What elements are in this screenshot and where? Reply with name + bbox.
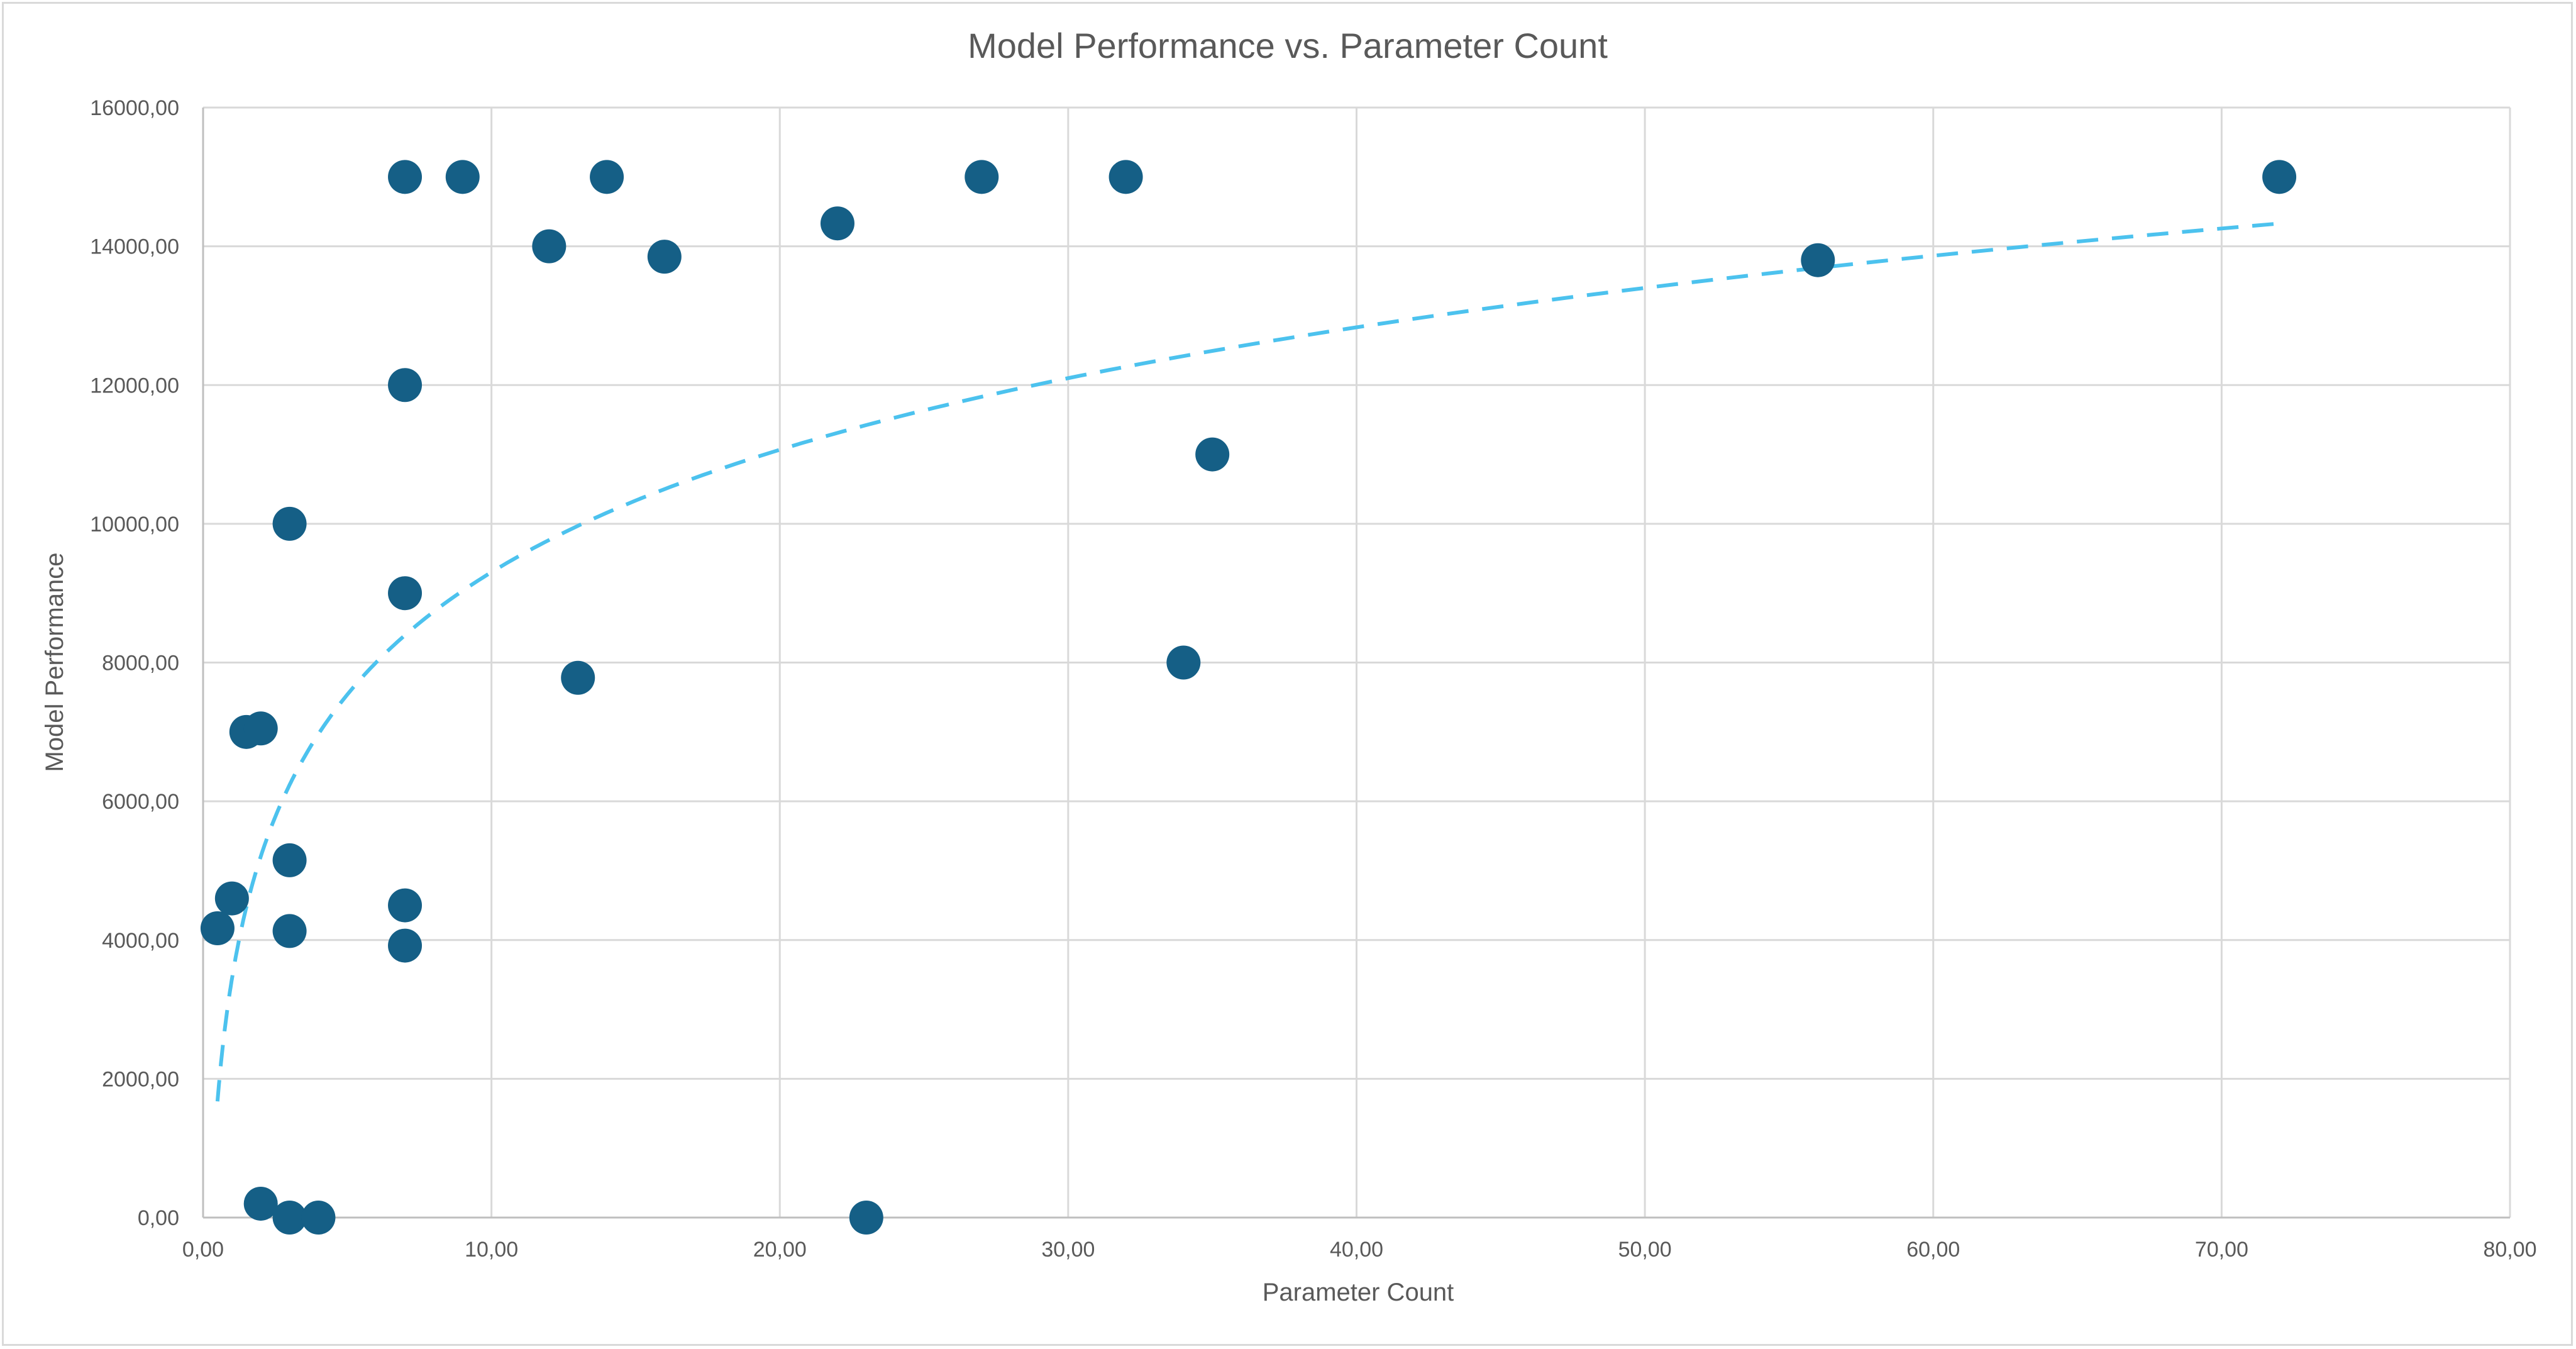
x-tick-label: 80,00 (2483, 1238, 2536, 1262)
data-point (1166, 645, 1201, 680)
trendline-layer (215, 221, 2280, 1102)
x-tick-label: 0,00 (182, 1238, 224, 1262)
data-point (532, 229, 567, 264)
data-point (2262, 160, 2297, 194)
data-point (301, 1201, 336, 1235)
y-tick-label: 4000,00 (102, 929, 179, 953)
y-axis-title: Model Performance (41, 552, 69, 772)
data-point (590, 160, 624, 194)
y-tick-label: 12000,00 (90, 374, 179, 397)
tick-labels: 0,00 10,00 20,00 30,00 40,00 50,00 60,00 70,00 8… (90, 96, 2536, 1262)
data-point (272, 506, 307, 541)
data-point (965, 160, 999, 194)
data-points (200, 160, 2297, 1235)
data-point (388, 160, 423, 194)
data-point (272, 914, 307, 948)
data-point (388, 928, 423, 963)
data-point (1108, 160, 1143, 194)
y-tick-label: 16000,00 (90, 96, 179, 120)
x-tick-label: 60,00 (1906, 1238, 1960, 1262)
data-point (820, 206, 854, 241)
data-point (561, 660, 595, 695)
y-tick-label: 0,00 (138, 1206, 179, 1230)
chart-title: Model Performance vs. Parameter Count (968, 26, 1608, 65)
x-tick-label: 70,00 (2195, 1238, 2248, 1262)
data-point (388, 888, 423, 923)
axes (202, 108, 2510, 1219)
y-tick-label: 6000,00 (102, 790, 179, 814)
data-point (272, 1201, 307, 1235)
data-point (243, 1186, 278, 1221)
data-point (388, 576, 423, 611)
y-tick-label: 2000,00 (102, 1067, 179, 1091)
data-point (849, 1201, 883, 1235)
data-point (647, 240, 682, 274)
data-point (1801, 243, 1835, 277)
data-point (272, 843, 307, 877)
data-point (200, 911, 235, 945)
x-tick-label: 50,00 (1618, 1238, 1672, 1262)
data-point (445, 160, 480, 194)
x-tick-label: 30,00 (1041, 1238, 1095, 1262)
x-tick-label: 40,00 (1330, 1238, 1383, 1262)
data-point (1195, 437, 1230, 472)
data-point (243, 711, 278, 746)
y-tick-label: 8000,00 (102, 652, 179, 675)
x-axis-title: Parameter Count (1263, 1279, 1454, 1306)
y-tick-label: 14000,00 (90, 235, 179, 259)
x-tick-label: 10,00 (465, 1238, 518, 1262)
data-point (388, 368, 423, 402)
gridlines (203, 106, 2511, 1218)
y-tick-label: 10000,00 (90, 513, 179, 536)
trendline (215, 221, 2280, 1102)
data-point (214, 881, 249, 916)
x-tick-label: 20,00 (753, 1238, 807, 1262)
